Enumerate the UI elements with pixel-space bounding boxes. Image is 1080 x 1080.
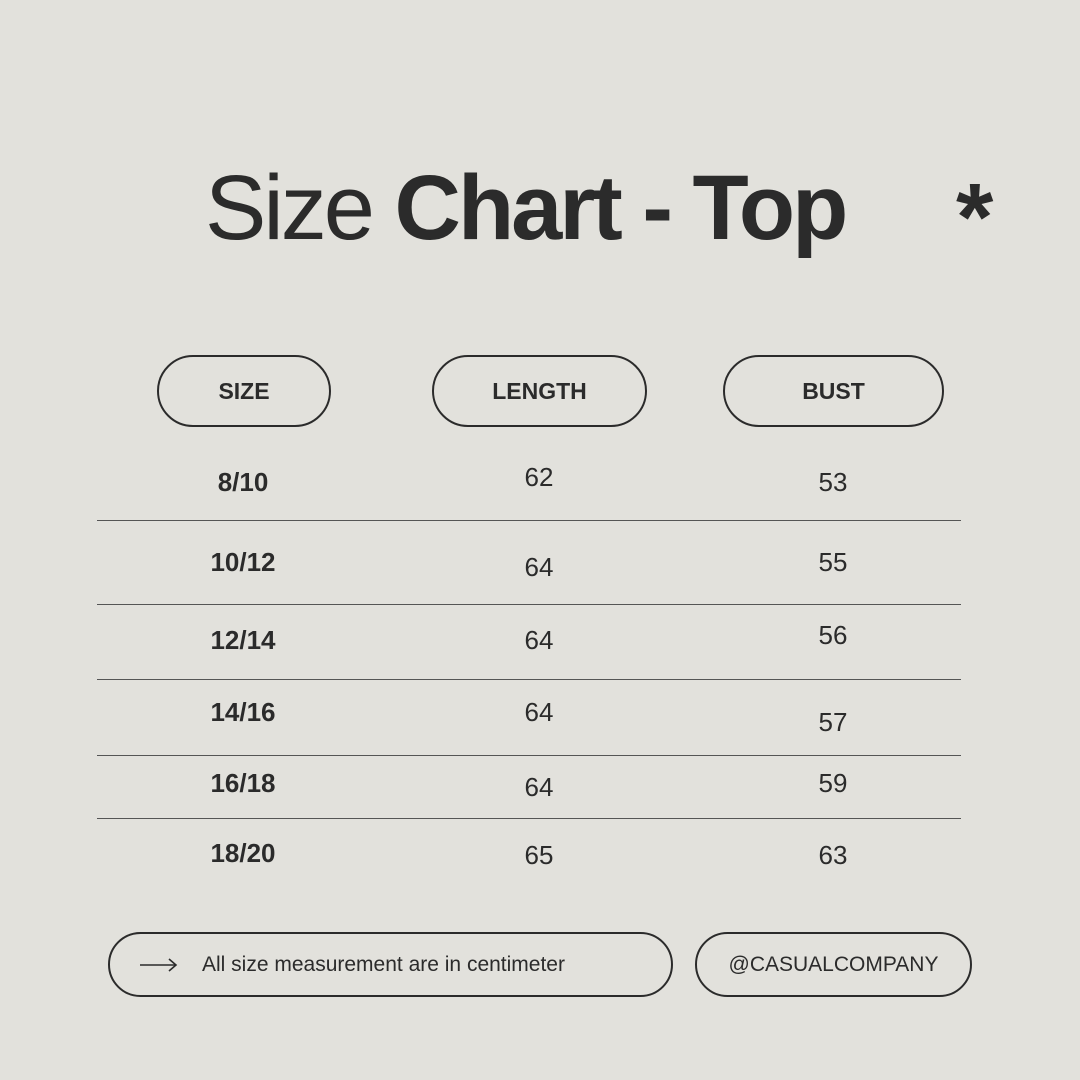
cell-length: 62	[524, 462, 554, 492]
measurement-note: All size measurement are in centimeter	[108, 932, 673, 997]
row-divider	[97, 818, 961, 819]
cell-size: 10/12	[210, 547, 276, 577]
cell-bust: 63	[818, 840, 848, 870]
header-bust: BUST	[723, 355, 944, 427]
brand-handle: @CASUALCOMPANY	[695, 932, 972, 997]
cell-length: 64	[524, 697, 554, 727]
cell-size: 14/16	[210, 697, 276, 727]
asterisk-icon: *	[956, 164, 994, 271]
row-divider	[97, 755, 961, 756]
cell-bust: 56	[818, 620, 848, 650]
title-light: Size	[205, 157, 375, 259]
row-divider	[97, 679, 961, 680]
cell-length: 64	[524, 552, 554, 582]
header-size: SIZE	[157, 355, 331, 427]
cell-size: 8/10	[217, 467, 269, 497]
cell-bust: 53	[818, 467, 848, 497]
cell-length: 65	[524, 840, 554, 870]
cell-size: 16/18	[210, 768, 276, 798]
header-length: LENGTH	[432, 355, 647, 427]
row-divider	[97, 604, 961, 605]
cell-bust: 57	[818, 707, 848, 737]
cell-length: 64	[524, 625, 554, 655]
row-divider	[97, 520, 961, 521]
cell-length: 64	[524, 772, 554, 802]
note-text: All size measurement are in centimeter	[202, 952, 565, 976]
cell-size: 18/20	[210, 838, 276, 868]
title-bold: Chart - Top	[394, 157, 849, 259]
cell-bust: 55	[818, 547, 848, 577]
page-title: Size Chart - Top	[205, 157, 849, 259]
arrow-right-icon	[140, 957, 178, 972]
cell-bust: 59	[818, 768, 848, 798]
cell-size: 12/14	[210, 625, 276, 655]
